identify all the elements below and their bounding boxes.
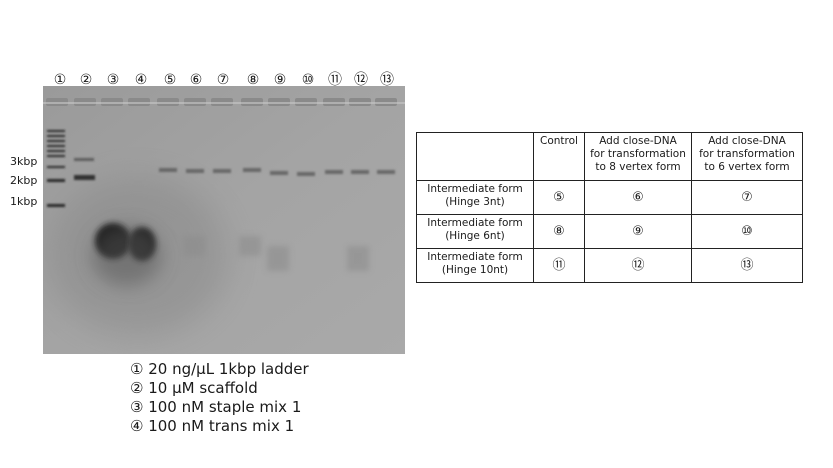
table-header-empty bbox=[416, 132, 534, 181]
table-cell: ⑬ bbox=[691, 248, 803, 283]
table-cell: ⑩ bbox=[691, 214, 803, 249]
row-label: Intermediate form (Hinge 10nt) bbox=[416, 248, 534, 283]
scaffold-bands bbox=[74, 158, 95, 180]
table-cell: ⑨ bbox=[584, 214, 692, 249]
size-marker-2kbp: 2kbp bbox=[10, 174, 38, 187]
table-header-row: Control Add close-DNA for transformation… bbox=[416, 132, 803, 181]
sample-bands bbox=[159, 168, 395, 176]
table-cell: ⑪ bbox=[533, 248, 585, 283]
lane-legend: ① 20 ng/μL 1kbp ladder ② 10 μM scaffold … bbox=[130, 360, 309, 436]
table-row: Intermediate form (Hinge 3nt) ⑤ ⑥ ⑦ bbox=[416, 180, 803, 215]
row-label: Intermediate form (Hinge 3nt) bbox=[416, 180, 534, 215]
lane-label-5: ⑤ bbox=[163, 72, 177, 88]
table-header-8vertex: Add close-DNA for transformation to 8 ve… bbox=[584, 132, 692, 181]
lane-label-4: ④ bbox=[134, 72, 148, 88]
lane-label-8: ⑧ bbox=[246, 72, 260, 88]
conditions-table: Control Add close-DNA for transformation… bbox=[416, 132, 803, 283]
table-cell: ⑤ bbox=[533, 180, 585, 215]
legend-item: ① 20 ng/μL 1kbp ladder bbox=[130, 360, 309, 378]
gel-image bbox=[43, 86, 405, 354]
table-header-control: Control bbox=[533, 132, 585, 181]
lane-label-1: ① bbox=[53, 72, 67, 88]
lane-label-6: ⑥ bbox=[189, 72, 203, 88]
lane-label-3: ③ bbox=[106, 72, 120, 88]
table-row: Intermediate form (Hinge 10nt) ⑪ ⑫ ⑬ bbox=[416, 248, 803, 283]
row-label: Intermediate form (Hinge 6nt) bbox=[416, 214, 534, 249]
legend-item: ④ 100 nM trans mix 1 bbox=[130, 417, 295, 435]
table-cell: ⑫ bbox=[584, 248, 692, 283]
legend-item: ③ 100 nM staple mix 1 bbox=[130, 398, 302, 416]
size-marker-3kbp: 3kbp bbox=[10, 155, 38, 168]
lane-label-2: ② bbox=[79, 72, 93, 88]
table-header-6vertex: Add close-DNA for transformation to 6 ve… bbox=[691, 132, 803, 181]
lane-label-12: ⑫ bbox=[354, 72, 368, 88]
table-cell: ⑧ bbox=[533, 214, 585, 249]
ladder-bands bbox=[47, 130, 65, 207]
lane-label-10: ⑩ bbox=[301, 72, 315, 88]
size-marker-1kbp: 1kbp bbox=[10, 195, 38, 208]
table-cell: ⑥ bbox=[584, 180, 692, 215]
lane-label-11: ⑪ bbox=[328, 72, 342, 88]
legend-item: ② 10 μM scaffold bbox=[130, 379, 258, 397]
lane-label-7: ⑦ bbox=[216, 72, 230, 88]
lane-label-9: ⑨ bbox=[273, 72, 287, 88]
lane-label-13: ⑬ bbox=[380, 72, 394, 88]
table-row: Intermediate form (Hinge 6nt) ⑧ ⑨ ⑩ bbox=[416, 214, 803, 249]
table-cell: ⑦ bbox=[691, 180, 803, 215]
